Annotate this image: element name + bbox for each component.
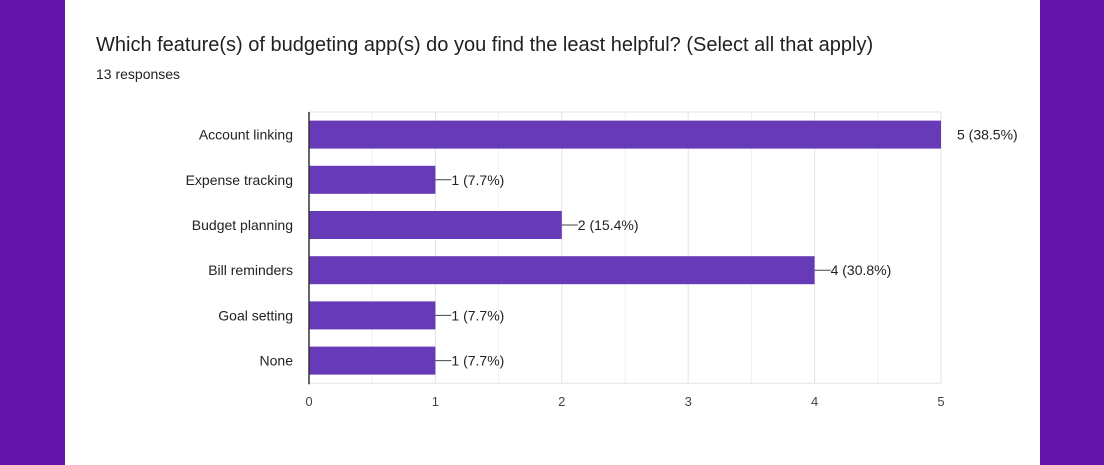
data-label: 1 (7.7%): [451, 353, 504, 369]
bar: [309, 211, 562, 239]
bar: [309, 301, 436, 330]
response-count: 13 responses: [96, 66, 181, 82]
x-tick-label: 5: [937, 394, 944, 409]
x-tick-label: 0: [305, 394, 312, 409]
response-summary-card: Which feature(s) of budgeting app(s) do …: [65, 0, 1040, 465]
x-tick-label: 2: [558, 394, 565, 409]
data-label: 1 (7.7%): [451, 172, 504, 188]
category-label: None: [260, 353, 294, 369]
bar: [309, 165, 436, 194]
bar-chart: 0 1 2 3 4 5 Account linking 5 (38.5%) Expense tr…: [186, 111, 1018, 409]
category-label: Budget planning: [192, 217, 293, 233]
category-label: Goal setting: [218, 307, 293, 323]
data-label: 5 (38.5%): [957, 127, 1018, 143]
category-label: Account linking: [199, 127, 293, 143]
bar: [309, 120, 941, 149]
bar: [309, 346, 436, 375]
data-label: 2 (15.4%): [578, 217, 639, 233]
bar: [309, 256, 815, 285]
question-title: Which feature(s) of budgeting app(s) do …: [96, 34, 874, 56]
x-tick-label: 3: [685, 394, 692, 409]
data-label: 1 (7.7%): [451, 307, 504, 323]
data-label: 4 (30.8%): [831, 262, 892, 278]
x-tick-label: 1: [432, 394, 439, 409]
category-label: Bill reminders: [208, 262, 293, 278]
category-label: Expense tracking: [186, 172, 293, 188]
x-tick-label: 4: [811, 394, 818, 409]
